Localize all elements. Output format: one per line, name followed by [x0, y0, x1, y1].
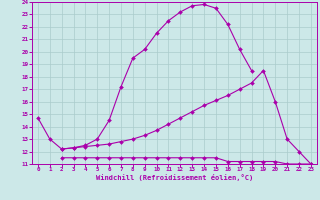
- X-axis label: Windchill (Refroidissement éolien,°C): Windchill (Refroidissement éolien,°C): [96, 174, 253, 181]
